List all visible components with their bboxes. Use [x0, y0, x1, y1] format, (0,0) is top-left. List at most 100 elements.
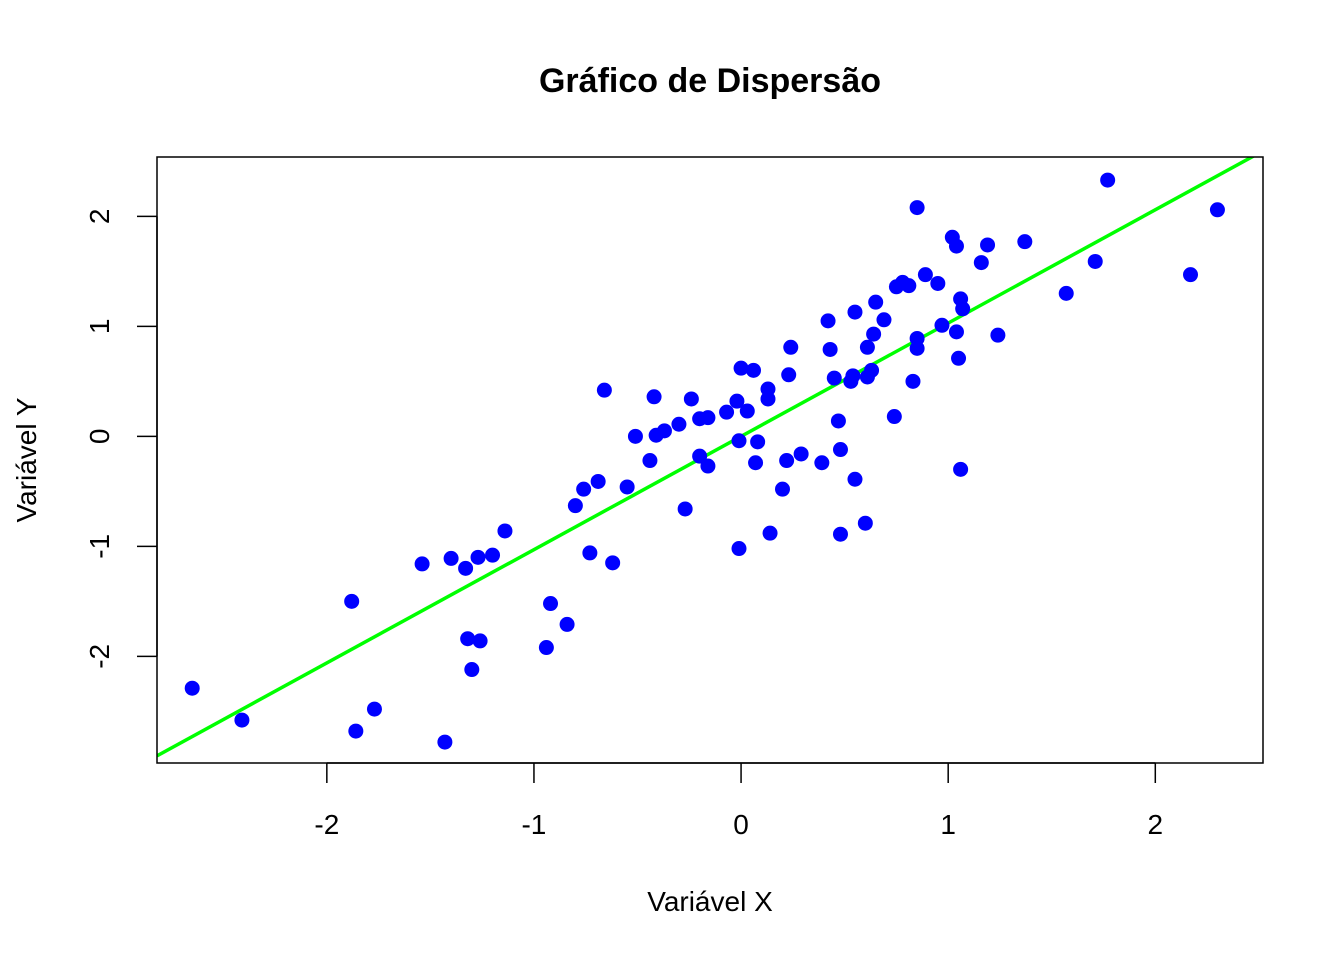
data-point — [909, 200, 925, 216]
data-point — [917, 267, 933, 283]
chart-title: Gráfico de Dispersão — [539, 62, 881, 100]
data-point — [980, 237, 996, 253]
data-point — [793, 446, 809, 462]
data-point — [876, 312, 892, 328]
data-point — [472, 633, 488, 649]
data-point — [366, 701, 382, 717]
data-point — [458, 560, 474, 576]
x-tick-label: -1 — [521, 809, 546, 840]
data-point — [1017, 234, 1033, 250]
data-point — [656, 423, 672, 439]
data-point — [955, 301, 971, 317]
x-tick-label: 2 — [1148, 809, 1164, 840]
data-point — [750, 434, 766, 450]
data-point — [731, 433, 747, 449]
data-point — [605, 555, 621, 571]
data-point — [646, 389, 662, 405]
data-point — [1087, 253, 1103, 269]
data-point — [596, 382, 612, 398]
data-point — [443, 550, 459, 566]
data-point — [719, 404, 735, 420]
data-point — [1058, 285, 1074, 301]
data-point — [344, 593, 360, 609]
data-point — [822, 341, 838, 357]
data-point — [832, 526, 848, 542]
data-point — [745, 362, 761, 378]
data-point — [814, 455, 830, 471]
data-point — [847, 471, 863, 487]
data-point — [460, 631, 476, 647]
data-point — [739, 403, 755, 419]
x-tick-label: -2 — [314, 809, 339, 840]
data-point — [953, 461, 969, 477]
data-point — [627, 428, 643, 444]
data-point — [905, 373, 921, 389]
data-point — [700, 410, 716, 426]
data-point — [948, 238, 964, 254]
data-point — [683, 391, 699, 407]
data-point — [845, 368, 861, 384]
data-point — [677, 501, 693, 517]
data-point — [543, 596, 559, 612]
y-tick-label: 1 — [84, 319, 115, 335]
data-point — [868, 294, 884, 310]
x-tick-label: 1 — [940, 809, 956, 840]
data-point — [692, 448, 708, 464]
data-point — [1183, 267, 1199, 283]
y-tick-label: -1 — [84, 534, 115, 559]
data-point — [437, 734, 453, 750]
data-point — [731, 541, 747, 557]
data-point — [184, 680, 200, 696]
data-point — [348, 723, 364, 739]
y-tick-label: -2 — [84, 644, 115, 669]
data-point — [781, 367, 797, 383]
data-point — [567, 498, 583, 514]
data-point — [990, 327, 1006, 343]
data-point — [866, 326, 882, 342]
x-axis-label: Variável X — [647, 886, 773, 917]
data-point — [748, 455, 764, 471]
data-point — [762, 525, 778, 541]
x-axis: -2 -1 0 1 2 — [314, 762, 1164, 840]
data-point — [909, 340, 925, 356]
data-point — [619, 479, 635, 495]
data-point — [951, 350, 967, 366]
data-point — [901, 278, 917, 294]
data-point — [582, 545, 598, 561]
data-point — [859, 339, 875, 355]
data-point — [470, 549, 486, 565]
data-point — [934, 317, 950, 333]
data-point — [414, 556, 430, 572]
data-point — [783, 339, 799, 355]
data-point — [642, 453, 658, 469]
data-point — [948, 324, 964, 340]
data-point — [729, 393, 745, 409]
data-point — [779, 453, 795, 469]
data-point — [733, 360, 749, 376]
data-point — [760, 391, 776, 407]
data-point — [671, 416, 687, 432]
data-point — [886, 409, 902, 425]
data-point — [1100, 172, 1116, 188]
data-point — [857, 515, 873, 531]
data-point — [464, 662, 480, 678]
data-point — [576, 481, 592, 497]
data-point — [820, 313, 836, 329]
y-tick-label: 2 — [84, 209, 115, 225]
data-point — [234, 712, 250, 728]
data-point — [538, 640, 554, 656]
x-tick-label: 0 — [733, 809, 749, 840]
y-axis: -2 -1 0 1 2 — [84, 209, 158, 669]
data-point — [930, 275, 946, 291]
data-point — [590, 473, 606, 489]
data-point — [700, 458, 716, 474]
data-point — [1209, 202, 1225, 218]
y-axis-label: Variável Y — [11, 397, 42, 522]
data-point — [559, 616, 575, 632]
data-point — [847, 304, 863, 320]
y-tick-label: 0 — [84, 429, 115, 445]
data-point — [864, 362, 880, 378]
data-point — [832, 442, 848, 458]
data-point — [826, 370, 842, 386]
data-point — [774, 481, 790, 497]
